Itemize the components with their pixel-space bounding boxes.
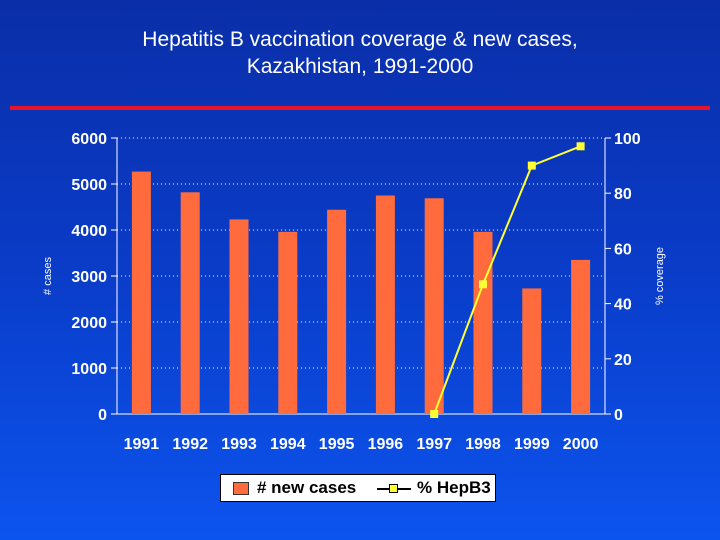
bar [180, 192, 200, 414]
bar [424, 198, 444, 414]
chart-legend: # new cases % HepB3 [220, 474, 496, 502]
bar [571, 259, 591, 414]
legend-swatch-marker-hepb3 [389, 484, 398, 493]
chart-title-line-1: Hepatitis B vaccination coverage & new c… [142, 28, 578, 51]
bar [473, 231, 493, 414]
point-hepb3 [479, 280, 487, 289]
chart-title-line-2: Kazakhistan, 1991-2000 [246, 55, 474, 78]
bar [278, 231, 298, 414]
y-axis-tick-label: 4000 [71, 223, 107, 240]
combo-chart: 0 1000 2000 3000 4000 5000 6000 0 20 40 60 80 100 # c… [42, 131, 666, 453]
x-axis-tick-label: 1992 [172, 436, 208, 453]
x-axis-tick-label: 1997 [416, 436, 452, 453]
y2-axis-tick-label: 40 [614, 297, 632, 314]
y-axis-tick-label: 3000 [71, 269, 107, 286]
y2-axis-tick-label: 80 [614, 186, 632, 203]
y2-axis-tick-label: 0 [614, 407, 623, 424]
legend-label-new-cases: # new cases [257, 478, 357, 497]
legend-swatch-new-cases [233, 482, 249, 495]
legend-label-hepb3: % HepB3 [417, 478, 491, 497]
title-divider [10, 106, 710, 110]
y2-axis-tick-label: 100 [614, 131, 641, 148]
chart-title: Hepatitis B vaccination coverage & new c… [0, 26, 720, 80]
y-axis-tick-label: 5000 [71, 177, 107, 194]
y2-axis-title: % coverage [654, 247, 666, 305]
y2-axis-tick-label: 60 [614, 241, 632, 258]
bar [229, 219, 249, 414]
bar [522, 288, 542, 414]
x-axis-tick-label: 1991 [124, 436, 160, 453]
x-axis-tick-label: 1995 [319, 436, 355, 453]
y2-axis-tick-label: 20 [614, 352, 632, 369]
x-axis-tick-label: 1993 [221, 436, 257, 453]
bar [131, 171, 151, 414]
y-axis-title: # cases [42, 257, 54, 295]
x-axis-tick-label: 1998 [465, 436, 501, 453]
bar [375, 195, 395, 414]
point-hepb3 [430, 410, 439, 418]
series-line-hepb3 [433, 145, 581, 415]
x-axis-tick-label: 1994 [270, 436, 306, 453]
y-axis-tick-label: 0 [98, 407, 107, 424]
bar [327, 209, 347, 414]
point-hepb3 [527, 161, 536, 170]
point-hepb3 [576, 142, 585, 151]
x-axis-tick-label: 1996 [368, 436, 404, 453]
y-axis-tick-label: 1000 [71, 361, 107, 378]
y-axis-tick-label: 6000 [71, 131, 107, 148]
y-axis-tick-label: 2000 [71, 315, 107, 332]
x-axis-tick-label: 2000 [563, 436, 599, 453]
x-axis-tick-label: 1999 [514, 436, 550, 453]
